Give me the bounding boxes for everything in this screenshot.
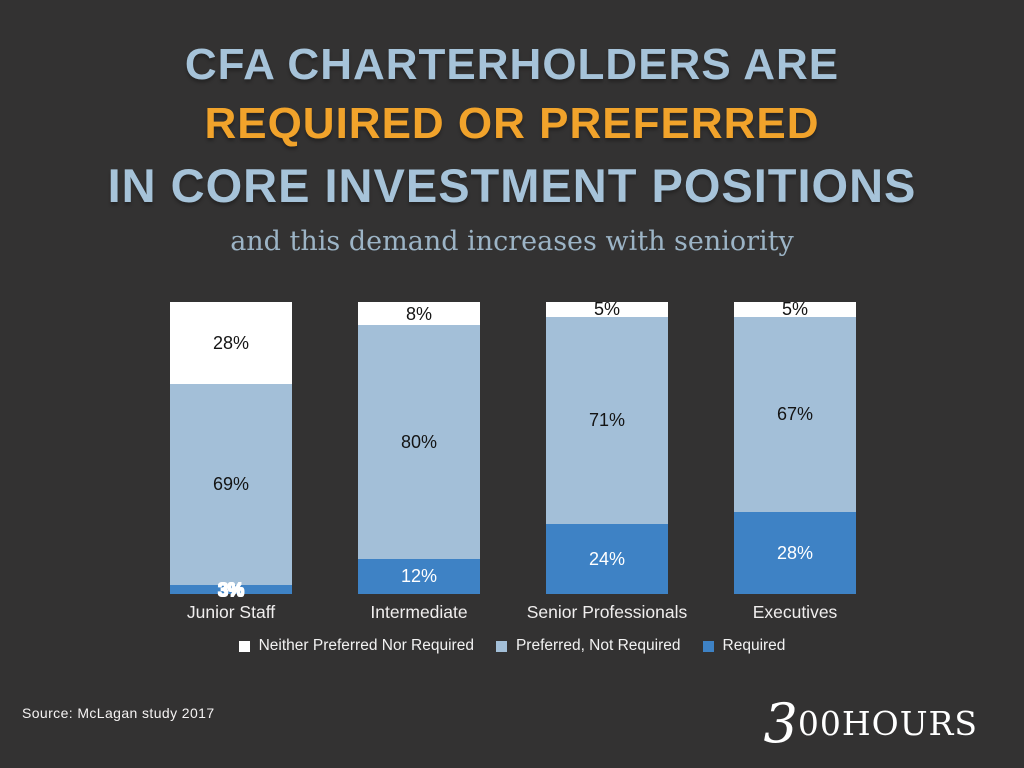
category-label-executives: Executives <box>752 602 838 622</box>
source-note: Source: McLagan study 2017 <box>22 705 215 721</box>
legend-label: Neither Preferred Nor Required <box>258 637 474 654</box>
bar-executives: 5% 67% 28% <box>734 299 856 594</box>
bar-segment-neither-preferred-nor-required-junior-staff: 28% <box>170 302 292 384</box>
bar-segment-neither-preferred-nor-required-intermediate: 8% <box>358 302 480 326</box>
brand-logo: 300HOURS <box>764 690 978 751</box>
brand-logo-zeros: 00 <box>797 704 842 743</box>
segment-value-label: 28% <box>212 332 250 353</box>
brand-logo-word: HOURS <box>841 704 978 743</box>
bar-segment-neither-preferred-nor-required-executives: 5% <box>734 299 856 320</box>
legend-item-preferred-not-required: Preferred, Not Required <box>495 637 681 655</box>
title-line-1: CFA CHARTERHOLDERS ARE <box>184 40 840 89</box>
bar-intermediate: 8% 80% 12% <box>358 302 480 594</box>
bar-segment-required-junior-staff: 3% <box>170 581 292 599</box>
bar-segment-neither-preferred-nor-required-senior-professionals: 5% <box>546 299 668 320</box>
segment-value-label: 80% <box>400 432 438 453</box>
segment-value-label: 67% <box>776 404 814 425</box>
segment-value-label: 24% <box>588 548 626 569</box>
bar-segment-required-senior-professionals: 24% <box>546 523 668 594</box>
bar-segment-required-executives: 28% <box>734 512 856 594</box>
segment-value-label: 71% <box>588 410 626 431</box>
legend-swatch-icon <box>238 640 250 652</box>
bar-segment-preferred-not-required-senior-professionals: 71% <box>546 316 668 524</box>
legend-swatch-icon <box>702 640 714 652</box>
legend-label: Preferred, Not Required <box>515 637 681 654</box>
segment-value-label: 5% <box>781 299 808 320</box>
bar-junior-staff: 28% 69% 3% <box>170 302 292 599</box>
segment-value-label: 3% <box>217 579 244 600</box>
brand-logo-digit: 3 <box>763 692 798 755</box>
chart-legend: Neither Preferred Nor Required Preferred,… <box>0 637 1024 655</box>
category-label-senior-professionals: Senior Professionals <box>526 602 688 622</box>
segment-value-label: 5% <box>593 299 620 320</box>
segment-value-label: 8% <box>405 303 432 324</box>
legend-item-neither-preferred-nor-required: Neither Preferred Nor Required <box>238 637 474 655</box>
segment-value-label: 69% <box>212 474 250 495</box>
bar-senior-professionals: 5% 71% 24% <box>546 299 668 594</box>
legend-swatch-icon <box>495 640 507 652</box>
bar-segment-preferred-not-required-junior-staff: 69% <box>170 383 292 586</box>
category-label-junior-staff: Junior Staff <box>186 602 276 622</box>
category-axis-labels: Junior Staff Intermediate Senior Professio… <box>170 602 854 626</box>
legend-label: Required <box>722 637 786 654</box>
chart-subtitle: and this demand increases with seniority <box>230 226 794 257</box>
category-label-intermediate: Intermediate <box>370 602 468 622</box>
title-line-3: IN CORE INVESTMENT POSITIONS <box>107 159 917 212</box>
segment-value-label: 12% <box>400 566 438 587</box>
bar-segment-preferred-not-required-intermediate: 80% <box>358 325 480 559</box>
stacked-bar-chart: 28% 69% 3% 8% 80% 12% 5% 71% 24% 5% 67% 28% <box>170 299 856 599</box>
bar-segment-required-intermediate: 12% <box>358 558 480 594</box>
segment-value-label: 28% <box>776 543 814 564</box>
bar-segment-preferred-not-required-executives: 67% <box>734 316 856 513</box>
legend-item-required: Required <box>702 637 786 655</box>
title-line-2: REQUIRED OR PREFERRED <box>204 99 820 148</box>
